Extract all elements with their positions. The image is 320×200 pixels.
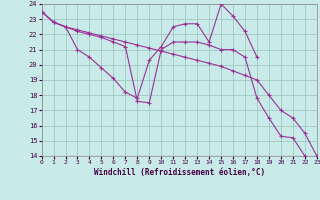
X-axis label: Windchill (Refroidissement éolien,°C): Windchill (Refroidissement éolien,°C) bbox=[94, 168, 265, 177]
